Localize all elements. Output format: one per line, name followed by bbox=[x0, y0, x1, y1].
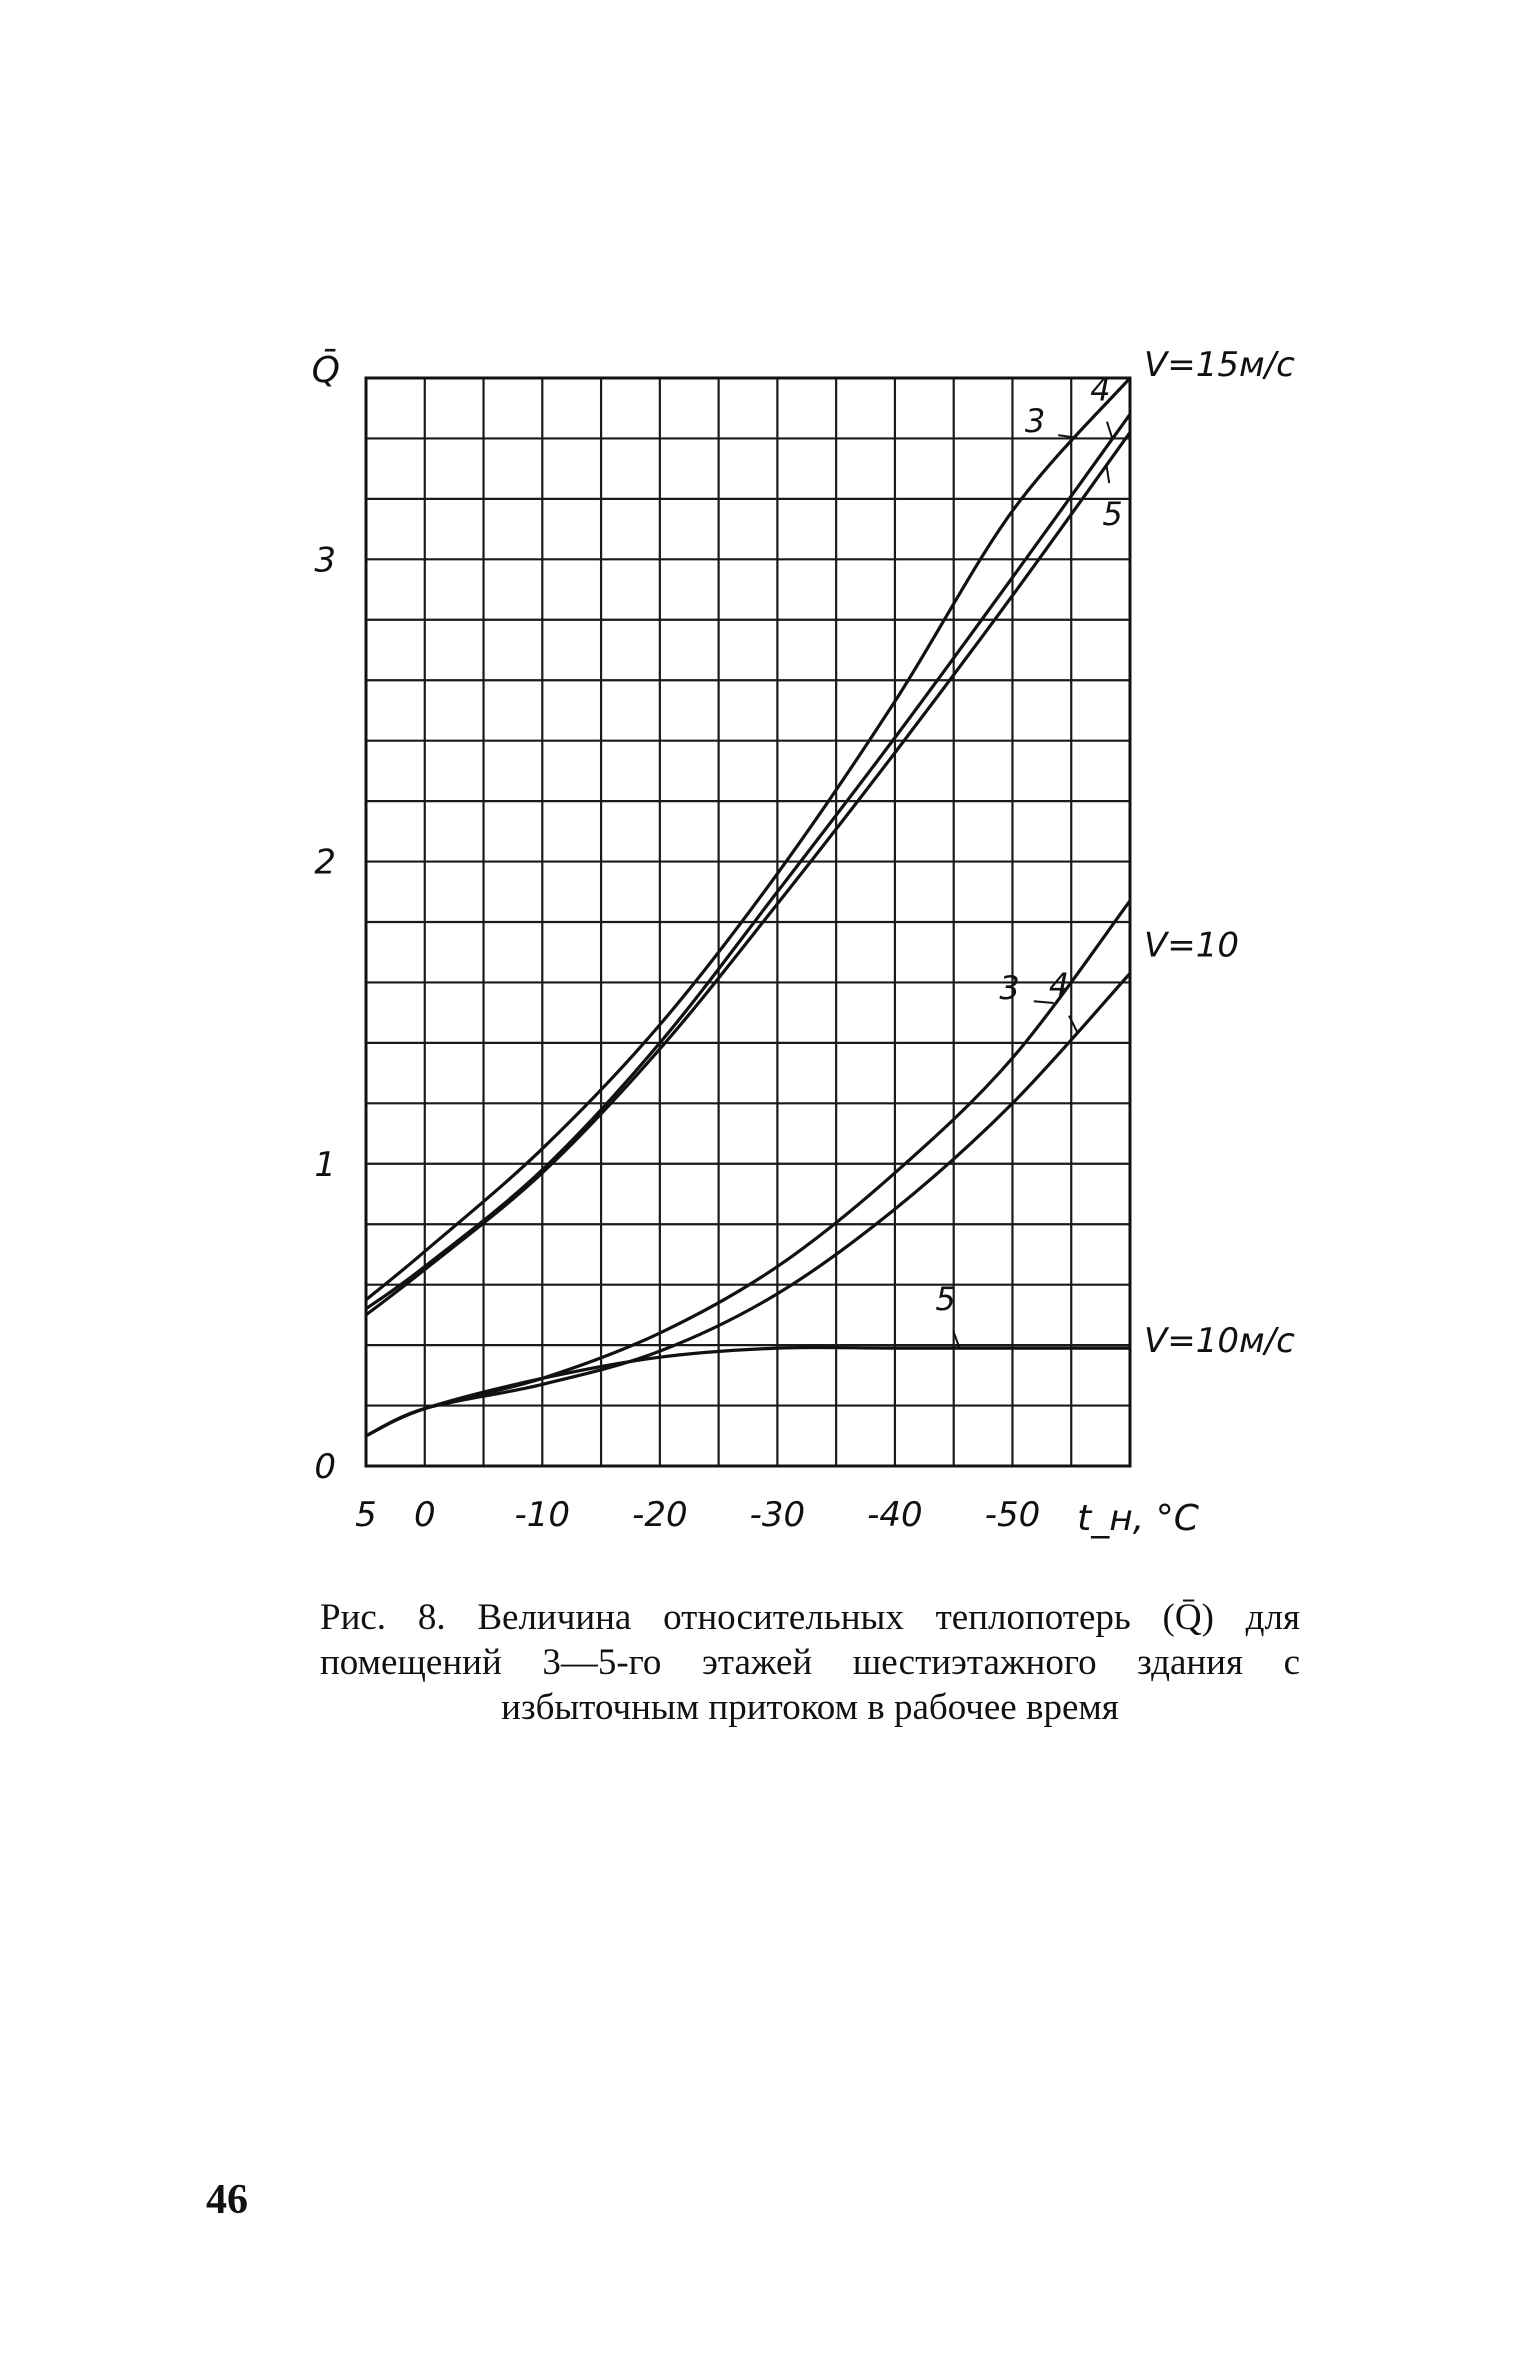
figure-caption: Рис. 8. Величина относительных теплопоте… bbox=[320, 1597, 1300, 1728]
y-axis-label: Q̄ bbox=[312, 348, 340, 391]
curve-pointer bbox=[1106, 421, 1114, 440]
series-line-3 bbox=[365, 431, 1132, 1317]
y-tick-label: 1 bbox=[314, 1145, 336, 1185]
series-line-1 bbox=[364, 376, 1132, 1302]
x-tick-label: 0 bbox=[414, 1495, 436, 1535]
x-axis-label: t_н, °C bbox=[1077, 1498, 1200, 1539]
x-tick-label: 5 bbox=[355, 1495, 377, 1535]
velocity-annotation: V=10м/с bbox=[1144, 1321, 1295, 1361]
y-tick-label: 3 bbox=[314, 540, 336, 580]
velocity-annotation: V=15м/с bbox=[1144, 345, 1295, 385]
x-tick-label: -10 bbox=[515, 1495, 571, 1535]
curve-pointer bbox=[1105, 464, 1111, 484]
curve-number-label: 5 bbox=[935, 1280, 955, 1318]
curve-number-label: 3 bbox=[1025, 402, 1045, 440]
plot-frame bbox=[364, 376, 1132, 1468]
curve-number-label: 4 bbox=[1049, 966, 1069, 1004]
y-tick-label: 2 bbox=[314, 843, 336, 883]
series-line-6 bbox=[365, 1345, 1130, 1438]
page-number: 46 bbox=[206, 2177, 248, 2223]
curve-pointer bbox=[1068, 1015, 1079, 1033]
chart-grid bbox=[364, 376, 1132, 1468]
curve-number-label: 4 bbox=[1090, 371, 1110, 409]
series-line-2 bbox=[365, 413, 1132, 1311]
x-tick-label: -30 bbox=[750, 1495, 806, 1535]
curve-pointer bbox=[952, 1330, 961, 1349]
series-line-5 bbox=[365, 972, 1132, 1438]
x-tick-label: -40 bbox=[867, 1495, 923, 1535]
x-tick-label: -20 bbox=[632, 1495, 688, 1535]
curve-number-label: 5 bbox=[1102, 495, 1122, 533]
curve-pointer bbox=[1033, 1000, 1054, 1004]
x-tick-label: -50 bbox=[985, 1495, 1041, 1535]
curve-pointer bbox=[1058, 434, 1078, 439]
y-tick-label: 0 bbox=[314, 1447, 336, 1487]
velocity-annotation: V=10 bbox=[1144, 925, 1239, 965]
chart-series bbox=[364, 376, 1132, 1438]
curve-number-label: 3 bbox=[999, 969, 1019, 1007]
